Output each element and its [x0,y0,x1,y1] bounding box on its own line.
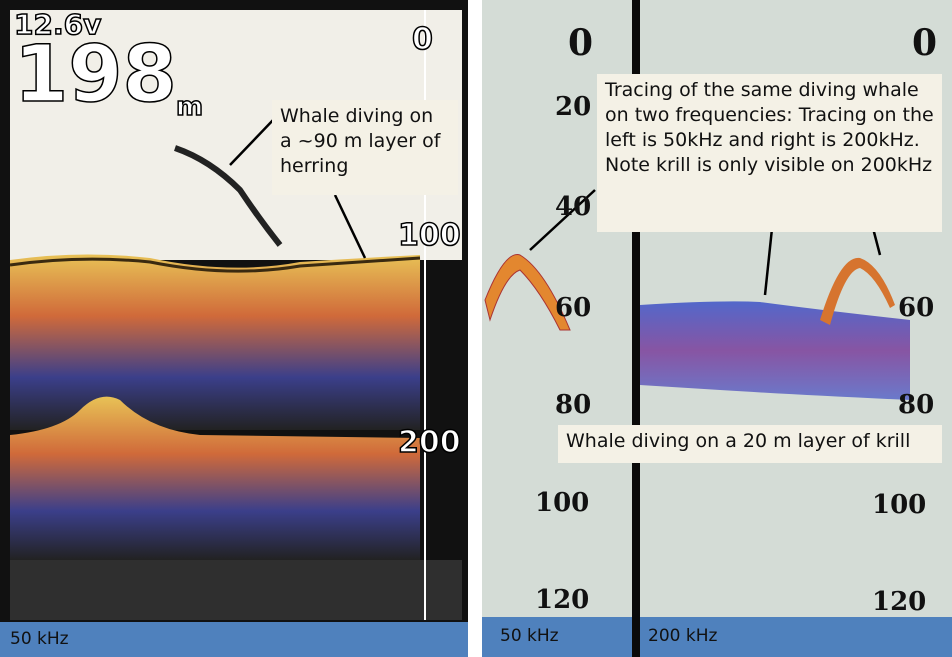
arrow [229,117,276,166]
voltage: 12.6v [13,7,102,42]
depth-readout: 198 [13,29,177,121]
divider [632,0,640,657]
annotation: Whale diving on a 20 m layer of krill [558,425,942,463]
arrow [529,189,596,251]
depth-label: 0 [568,22,594,64]
annotation: Tracing of the same diving whale on two … [597,74,942,232]
scale-label: 200 [397,424,461,461]
frequency-label: 50 kHz [0,622,468,657]
krill-layer [640,301,910,400]
frequency-label: 200 kHz [640,617,952,657]
depth-label: 100 [872,490,927,520]
herring-layer [10,254,420,430]
layer-line [9,256,421,273]
whale-trace-200 [820,257,895,325]
bottom-echo [10,396,420,560]
whale-trace [174,145,283,247]
depth-label: 80 [555,390,592,420]
depth-label: 20 [555,92,592,122]
frequency-label: 50 kHz [482,617,632,657]
depth-label: 80 [898,390,935,420]
arrow [333,194,367,259]
depth-label: 100 [535,488,590,518]
depth-unit: m [175,91,204,123]
scale-label: 0 [411,21,433,58]
depth-label: 60 [898,293,935,323]
depth-label: 120 [872,587,927,617]
annotation: Whale diving on a ~90 m layer of herring [272,100,458,195]
scale-label: 100 [397,217,461,254]
noise [10,560,462,620]
whale-trace-50 [484,254,571,331]
depth-label: 40 [555,192,592,222]
depth-label: 0 [912,22,938,64]
depth-label: 120 [535,585,590,615]
depth-label: 60 [555,293,592,323]
